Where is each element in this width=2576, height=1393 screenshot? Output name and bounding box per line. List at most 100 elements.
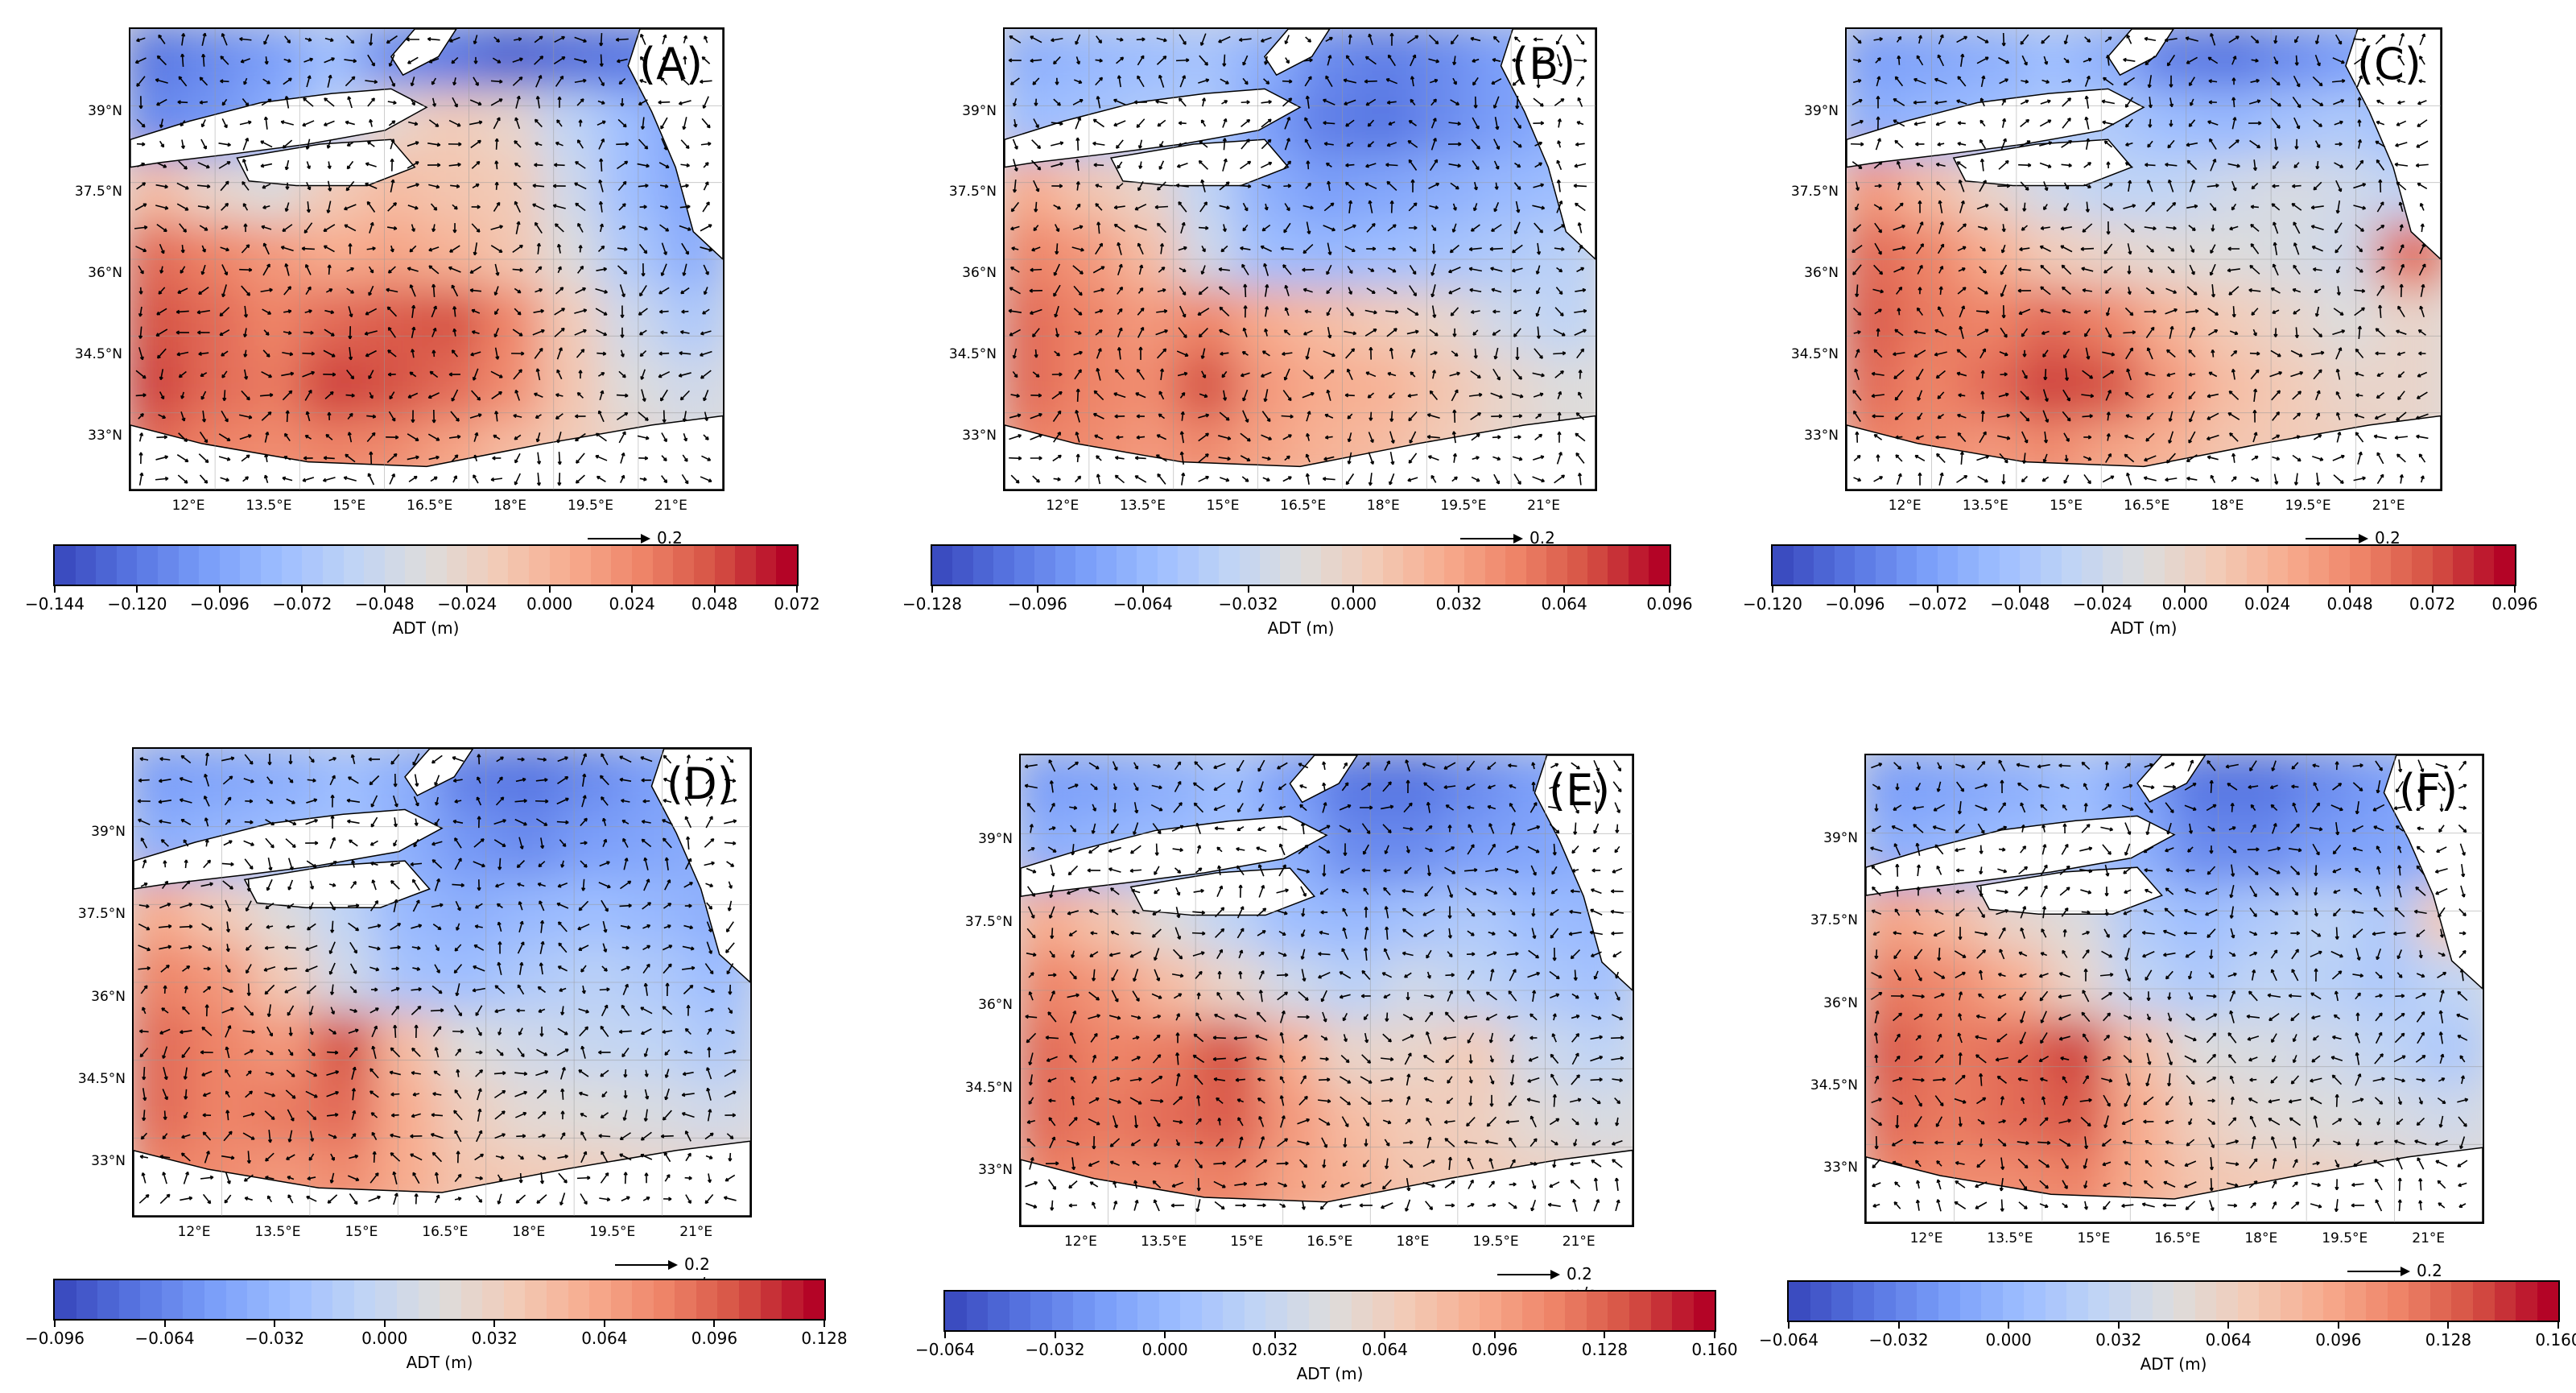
current-vector: [2311, 225, 2324, 231]
current-vector-head: [2415, 163, 2420, 167]
current-vector: [2040, 265, 2051, 275]
colorbar-segment: [549, 546, 571, 585]
current-vector-head: [177, 100, 181, 105]
current-vector-head: [2272, 310, 2277, 314]
current-vector-head: [1583, 329, 1587, 333]
current-vector: [386, 35, 398, 44]
current-vector-head: [663, 777, 667, 782]
current-vector: [427, 433, 440, 441]
current-vector-head: [1389, 481, 1393, 486]
current-vector-head: [2084, 333, 2088, 337]
current-vector-head: [368, 375, 373, 380]
colorbar-tick-mark: [1936, 586, 1938, 593]
current-vector-head: [2235, 139, 2240, 143]
current-vector-head: [1984, 226, 1988, 231]
current-vector: [1554, 98, 1565, 106]
current-vector-head: [1134, 206, 1139, 211]
current-vector-head: [1560, 97, 1565, 102]
current-vector: [413, 796, 419, 807]
current-vector-head: [557, 461, 562, 465]
current-vector-head: [708, 816, 713, 820]
current-vector-head: [1985, 309, 1990, 315]
current-vector-head: [369, 269, 374, 274]
current-vector: [2208, 329, 2218, 336]
current-vector-head: [678, 373, 683, 378]
current-vector-head: [365, 182, 369, 187]
current-vector: [452, 821, 464, 824]
current-vector-head: [332, 907, 336, 911]
current-vector: [1218, 35, 1231, 43]
current-vector-head: [287, 1012, 291, 1016]
current-vector: [1451, 389, 1459, 402]
current-vector-head: [1310, 205, 1314, 210]
current-vector: [427, 143, 440, 146]
adt-cell: [498, 1011, 571, 1088]
adt-cell: [422, 155, 491, 232]
current-vector-head: [460, 883, 465, 887]
current-vector-head: [1409, 440, 1414, 444]
current-vector-head: [2042, 353, 2046, 358]
current-vector: [286, 798, 295, 804]
current-vector: [453, 779, 463, 782]
current-vector: [202, 410, 205, 423]
current-vector-head: [328, 74, 332, 79]
current-vector-head: [2378, 53, 2383, 58]
current-vector: [344, 59, 357, 62]
current-vector-head: [409, 284, 414, 288]
current-vector: [303, 97, 314, 107]
current-vector: [1533, 97, 1544, 107]
current-vector: [2293, 75, 2301, 88]
current-vector-head: [2107, 334, 2112, 338]
current-vector-head: [1575, 432, 1579, 437]
current-vector: [414, 774, 419, 787]
colorbar-segment: [240, 546, 262, 585]
current-vector-head: [454, 103, 458, 108]
current-vector: [493, 202, 501, 212]
current-vector: [1323, 122, 1335, 125]
current-vector: [428, 265, 440, 275]
current-vector: [1427, 414, 1440, 419]
current-vector: [1053, 98, 1061, 106]
current-vector-head: [2064, 458, 2069, 462]
adt-cell: [540, 155, 609, 232]
current-vector-head: [1413, 292, 1418, 297]
adt-cell: [1531, 353, 1596, 429]
current-vector: [136, 118, 146, 128]
current-vector-head: [1879, 37, 1883, 42]
current-vector: [304, 390, 312, 401]
adt-map: [129, 27, 724, 491]
current-vector-head: [1018, 433, 1022, 438]
current-vector: [642, 821, 651, 824]
current-vector: [1261, 434, 1272, 440]
current-vector: [1490, 392, 1503, 399]
current-vector: [535, 118, 543, 128]
current-vector-head: [2024, 61, 2028, 66]
current-vector-head: [1179, 451, 1184, 456]
current-vector-head: [1134, 456, 1139, 461]
current-vector: [2273, 263, 2279, 276]
current-vector-head: [1113, 205, 1118, 210]
current-vector: [329, 837, 336, 849]
colorbar-segment: [2432, 546, 2454, 585]
current-vector: [220, 80, 229, 83]
current-vector-head: [1533, 37, 1538, 42]
current-vector: [196, 309, 211, 314]
current-vector-head: [1582, 287, 1587, 293]
current-vector: [2103, 183, 2113, 189]
current-vector: [223, 840, 233, 846]
current-vector-head: [481, 863, 485, 868]
panel-label: (B): [1512, 39, 1576, 89]
current-vector-head: [284, 989, 288, 994]
current-vector-head: [1034, 209, 1038, 213]
current-vector-head: [184, 986, 188, 990]
current-vector: [617, 265, 628, 275]
current-vector: [369, 452, 373, 465]
current-vector: [2105, 390, 2112, 401]
current-vector: [220, 477, 229, 482]
current-vector-head: [1873, 349, 1878, 353]
colorbar-segment: [1075, 546, 1096, 585]
current-vector-head: [727, 907, 732, 911]
current-vector: [365, 349, 377, 358]
current-vector-head: [639, 79, 643, 84]
current-vector: [663, 410, 666, 423]
